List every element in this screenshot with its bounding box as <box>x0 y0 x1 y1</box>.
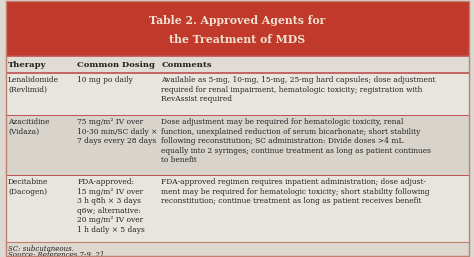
Text: SC: subcutaneous.: SC: subcutaneous. <box>8 245 74 253</box>
Text: Common Dosing: Common Dosing <box>77 61 155 69</box>
Text: Decitabine
(Dacogen): Decitabine (Dacogen) <box>8 178 48 196</box>
Bar <box>6 56 469 73</box>
Bar <box>6 175 469 243</box>
Bar <box>6 1 469 56</box>
Text: Azacitidine
(Vidaza): Azacitidine (Vidaza) <box>8 118 50 136</box>
Text: Source: References 7-9, 21.: Source: References 7-9, 21. <box>8 251 107 257</box>
Bar <box>6 243 469 256</box>
Text: Available as 5-mg, 10-mg, 15-mg, 25-mg hard capsules; dose adjustment
required f: Available as 5-mg, 10-mg, 15-mg, 25-mg h… <box>161 76 436 103</box>
Text: 10 mg po daily: 10 mg po daily <box>77 76 133 84</box>
Text: FDA-approved:
15 mg/m² IV over
3 h q8h × 3 days
q6w; alternative:
20 mg/m² IV ov: FDA-approved: 15 mg/m² IV over 3 h q8h ×… <box>77 178 145 234</box>
Text: Dose adjustment may be required for hematologic toxicity, renal
function, unexpl: Dose adjustment may be required for hema… <box>161 118 431 164</box>
Text: Table 2. Approved Agents for: Table 2. Approved Agents for <box>149 15 326 26</box>
Text: Comments: Comments <box>161 61 212 69</box>
Text: Lenalidomide
(Revlimid): Lenalidomide (Revlimid) <box>8 76 59 94</box>
Text: 75 mg/m² IV over
10-30 min/SC daily ×
7 days every 28 days: 75 mg/m² IV over 10-30 min/SC daily × 7 … <box>77 118 158 145</box>
Bar <box>6 115 469 175</box>
Text: the Treatment of MDS: the Treatment of MDS <box>169 34 306 45</box>
Text: FDA-approved regimen requires inpatient administration; dose adjust-
ment may be: FDA-approved regimen requires inpatient … <box>161 178 430 205</box>
Bar <box>6 73 469 115</box>
Text: Therapy: Therapy <box>8 61 46 69</box>
